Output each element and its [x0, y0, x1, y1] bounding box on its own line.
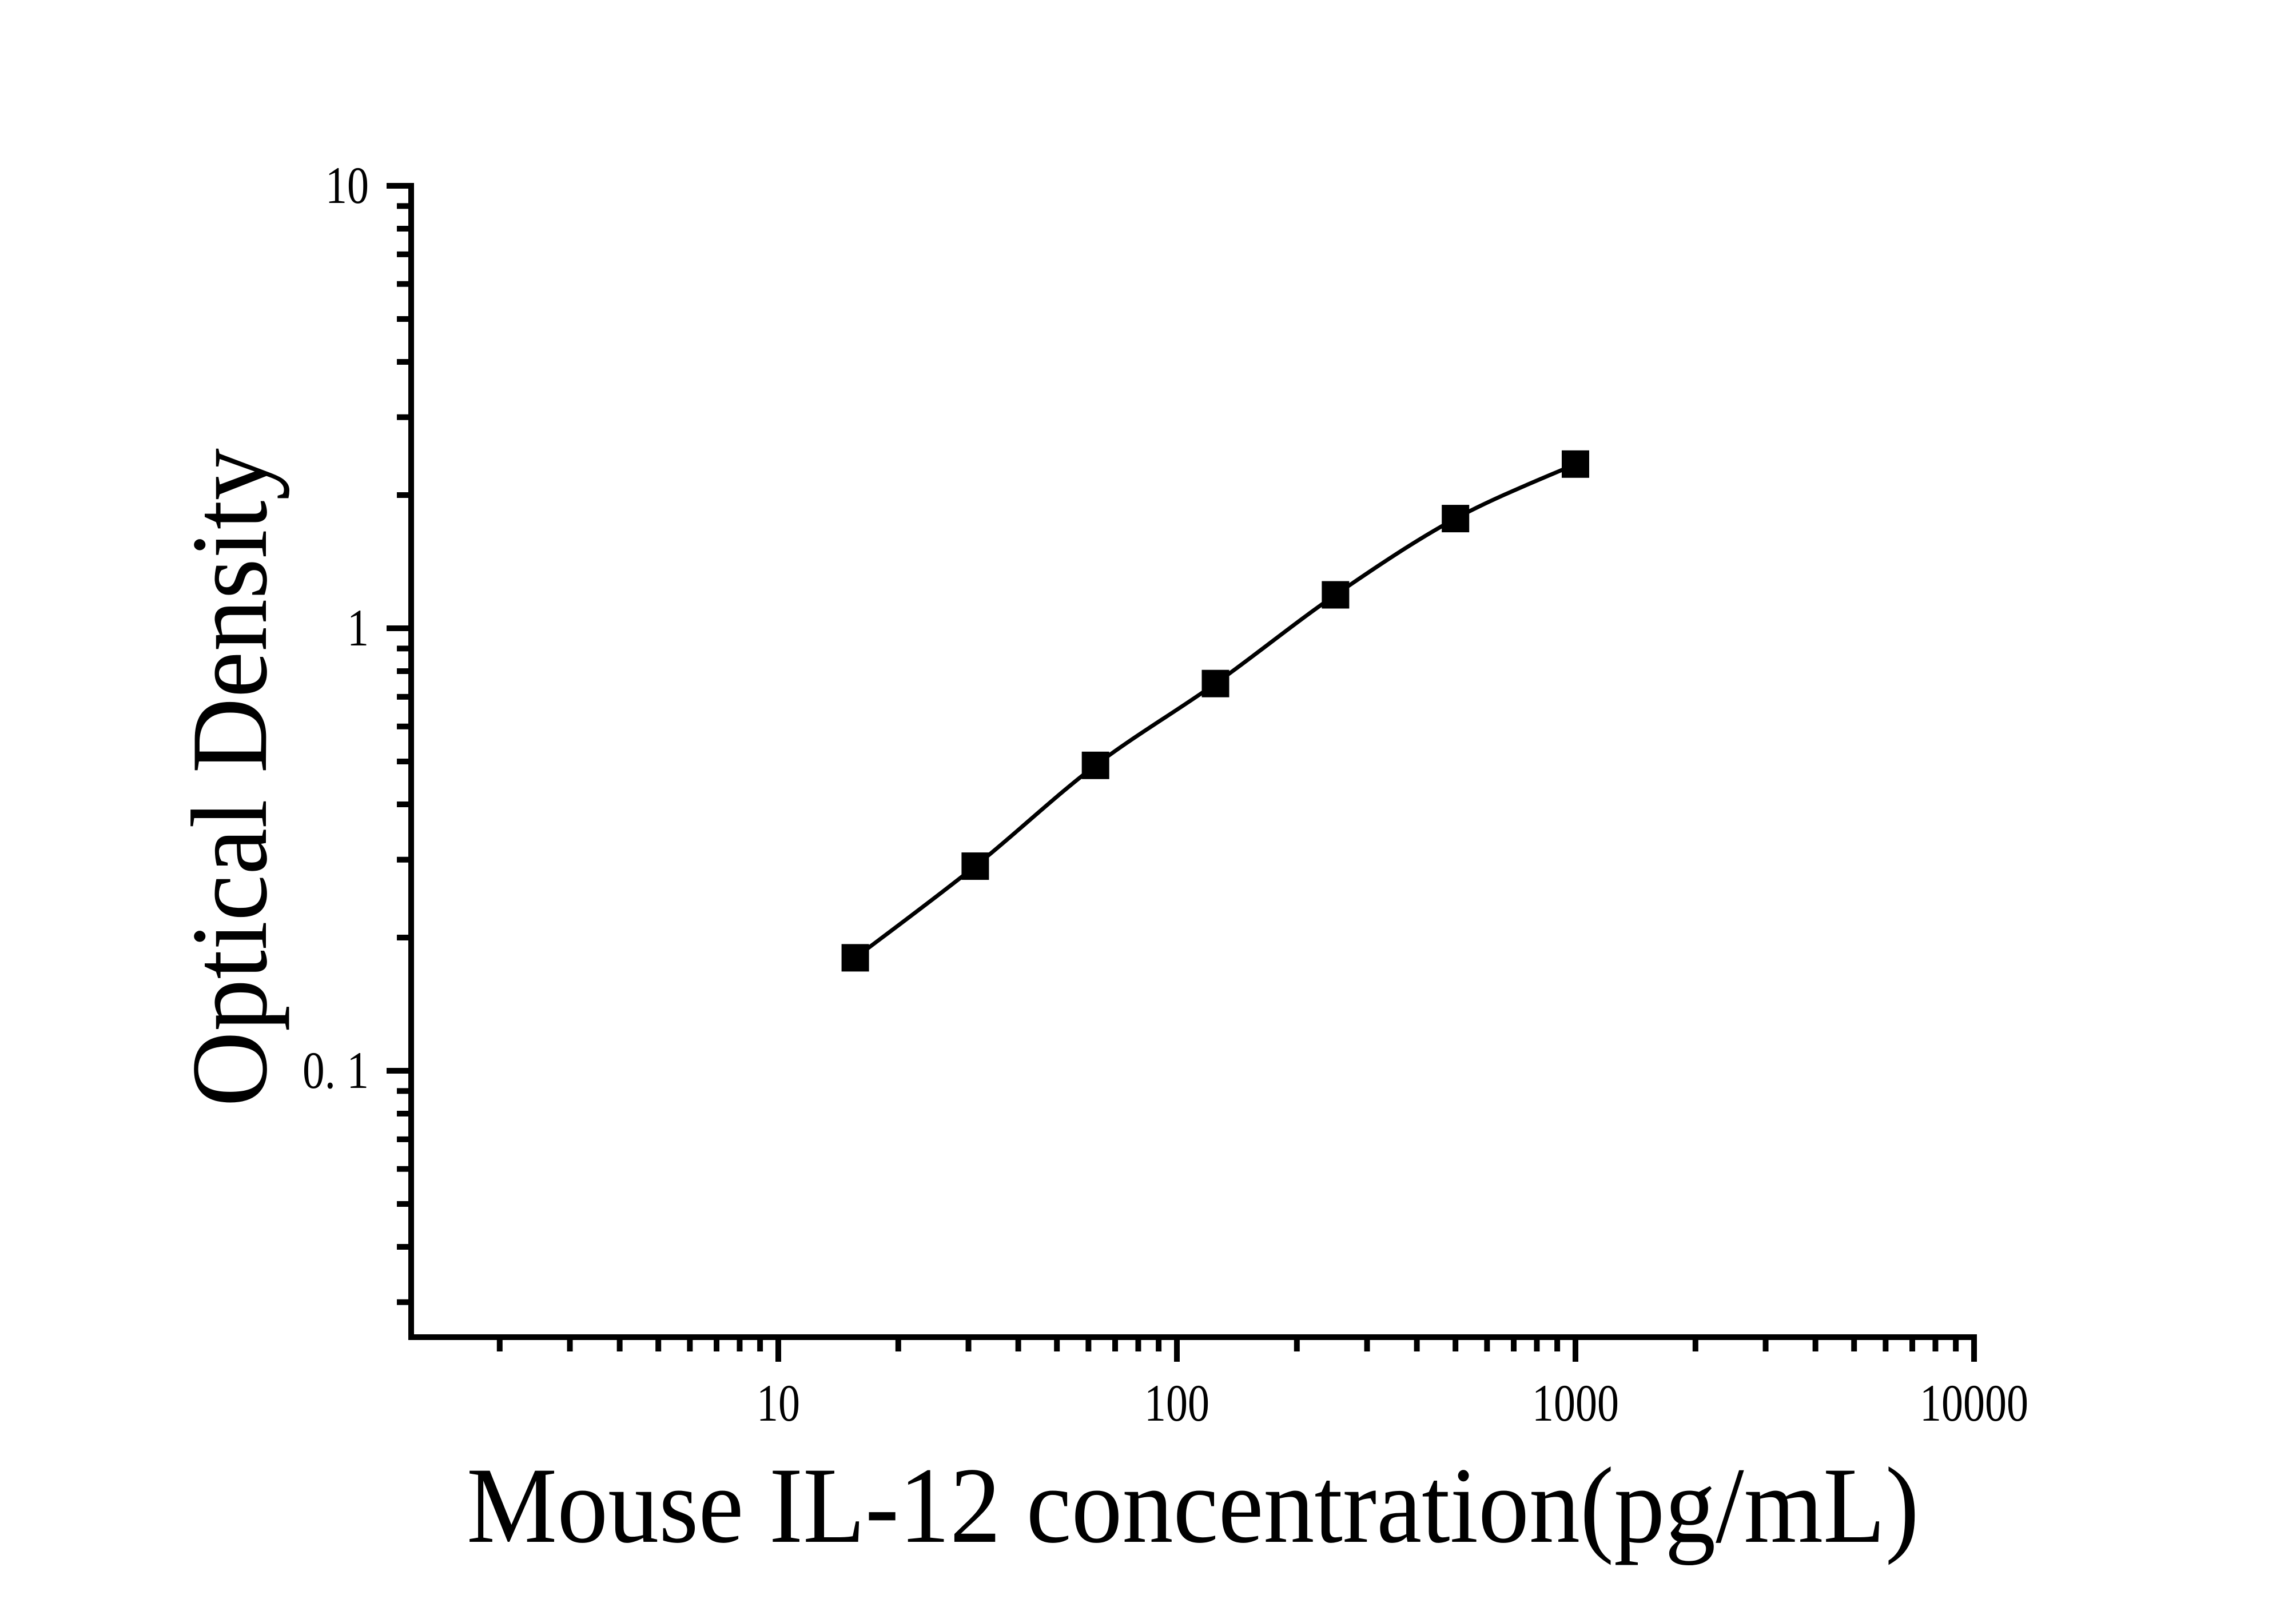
y-axis-title: Optical Density: [170, 448, 290, 1107]
data-point-marker: [1081, 751, 1109, 779]
data-point-marker: [1201, 669, 1229, 697]
data-point-marker: [1562, 450, 1589, 478]
y-tick-label: 10: [325, 156, 369, 214]
data-point-marker: [961, 852, 989, 880]
x-tick-label: 100: [1144, 1374, 1209, 1432]
data-point-marker: [1322, 581, 1350, 609]
axes: [387, 183, 1977, 1362]
tick-labels: 10 100 1000 10000 10 1 0. 1: [303, 156, 2028, 1432]
y-tick-label: 0. 1: [303, 1041, 369, 1099]
fit-curve: [853, 462, 1578, 960]
data-point-marker: [841, 944, 869, 972]
data-points: [841, 450, 1589, 972]
x-axis-title: Mouse IL-12 concentration(pg/mL): [467, 1446, 1919, 1566]
y-tick-label: 1: [347, 599, 369, 657]
x-tick-label: 1000: [1532, 1374, 1619, 1432]
x-tick-label: 10000: [1920, 1374, 2028, 1432]
x-tick-label: 10: [757, 1374, 800, 1432]
data-point-marker: [1442, 505, 1470, 533]
